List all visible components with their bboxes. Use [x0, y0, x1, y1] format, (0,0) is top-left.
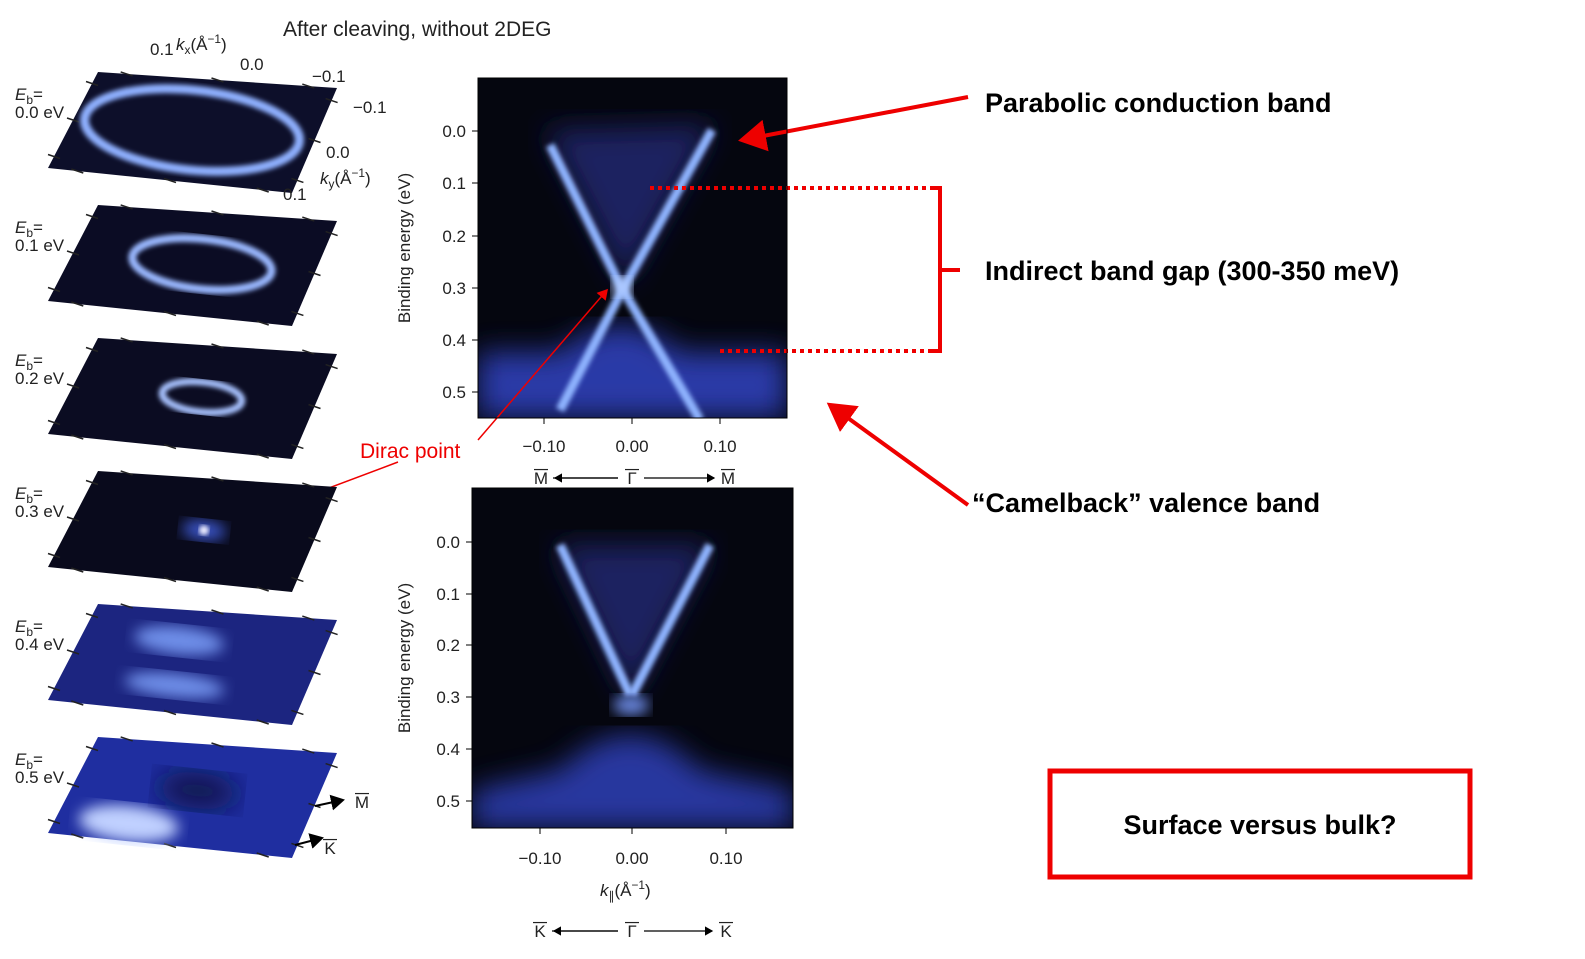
- y-tick-label: 0.2: [442, 227, 466, 246]
- direction-label: M: [721, 469, 735, 488]
- x-tick-label: 0.10: [703, 437, 736, 456]
- y-tick-label: 0.1: [436, 585, 460, 604]
- y-tick-label: 0.5: [442, 383, 466, 402]
- bracket: [930, 188, 960, 351]
- y-tick-label: 0.3: [442, 279, 466, 298]
- text-part: (Å: [190, 35, 208, 54]
- y-tick-label: 0.3: [436, 688, 460, 707]
- text-part: ): [365, 169, 371, 188]
- text-part: E: [15, 218, 27, 237]
- kx-tick: −0.1: [312, 67, 346, 86]
- kx-tick: 0.0: [240, 55, 264, 74]
- y-tick-label: 0.5: [436, 792, 460, 811]
- axis-label: ky(Å−1): [320, 166, 371, 191]
- ky-tick: 0.1: [283, 185, 307, 204]
- text-part: −1: [631, 878, 645, 892]
- energy-map: [48, 205, 337, 326]
- ky-tick: 0.0: [326, 143, 350, 162]
- axis-label: kx(Å−1): [176, 32, 227, 57]
- annotation: Parabolic conduction band: [985, 88, 1332, 118]
- energy-map: [48, 338, 337, 459]
- annotation: Surface versus bulk?: [1123, 810, 1396, 840]
- direction-label: Γ: [627, 469, 636, 488]
- text-part: =: [33, 351, 43, 370]
- energy-value: 0.0 eV: [15, 103, 65, 122]
- annotation: Indirect band gap (300-350 meV): [985, 256, 1399, 286]
- figure: After cleaving, without 2DEGEb=0.0 eVEb=…: [0, 0, 1585, 959]
- text-part: E: [15, 484, 27, 503]
- axis-label: k∥(Å−1): [600, 878, 651, 903]
- dirac-label: Dirac point: [360, 440, 461, 463]
- energy-value: 0.1 eV: [15, 236, 65, 255]
- text-part: E: [15, 351, 27, 370]
- y-tick-label: 0.4: [436, 740, 460, 759]
- text-part: (Å: [334, 169, 352, 188]
- energy-map: [48, 604, 337, 725]
- y-tick-label: 0.4: [442, 331, 466, 350]
- energy-value: 0.5 eV: [15, 768, 65, 787]
- text-part: E: [15, 85, 27, 104]
- text-part: ): [645, 881, 651, 900]
- band-image-top: [478, 78, 787, 420]
- text-part: −1: [207, 32, 221, 46]
- energy-value: 0.2 eV: [15, 369, 65, 388]
- direction-label: Γ: [627, 922, 636, 941]
- y-tick-label: 0.0: [442, 122, 466, 141]
- text-part: =: [33, 750, 43, 769]
- y-axis-label: Binding energy (eV): [395, 173, 414, 323]
- x-tick-label: 0.00: [615, 849, 648, 868]
- direction-arrow: [315, 800, 343, 806]
- arrow: [830, 405, 968, 505]
- x-tick-label: −0.10: [518, 849, 561, 868]
- ky-tick: −0.1: [353, 98, 387, 117]
- energy-value: 0.3 eV: [15, 502, 65, 521]
- text-part: (Å: [614, 881, 632, 900]
- y-tick-label: 0.2: [436, 636, 460, 655]
- text-part: ): [221, 35, 227, 54]
- x-tick-label: 0.10: [709, 849, 742, 868]
- x-tick-label: 0.00: [615, 437, 648, 456]
- annotation: “Camelback” valence band: [972, 488, 1320, 518]
- kx-tick: 0.1: [150, 40, 174, 59]
- page: { "title": "After cleaving, without 2DEG…: [0, 0, 1585, 959]
- energy-value: 0.4 eV: [15, 635, 65, 654]
- text-part: −1: [351, 166, 365, 180]
- x-tick-label: −0.10: [522, 437, 565, 456]
- direction-label: M: [355, 793, 369, 812]
- direction-label: K: [534, 922, 546, 941]
- direction-label: M: [534, 469, 548, 488]
- text-part: =: [33, 85, 43, 104]
- text-part: =: [33, 617, 43, 636]
- y-axis-label: Binding energy (eV): [395, 583, 414, 733]
- band-image-bottom: [472, 488, 793, 828]
- y-tick-label: 0.0: [436, 533, 460, 552]
- text-part: =: [33, 484, 43, 503]
- direction-label: K: [324, 839, 336, 858]
- text-part: E: [15, 750, 27, 769]
- y-tick-label: 0.1: [442, 174, 466, 193]
- direction-label: K: [720, 922, 732, 941]
- text-part: E: [15, 617, 27, 636]
- text-part: =: [33, 218, 43, 237]
- figure-title: After cleaving, without 2DEG: [283, 18, 551, 41]
